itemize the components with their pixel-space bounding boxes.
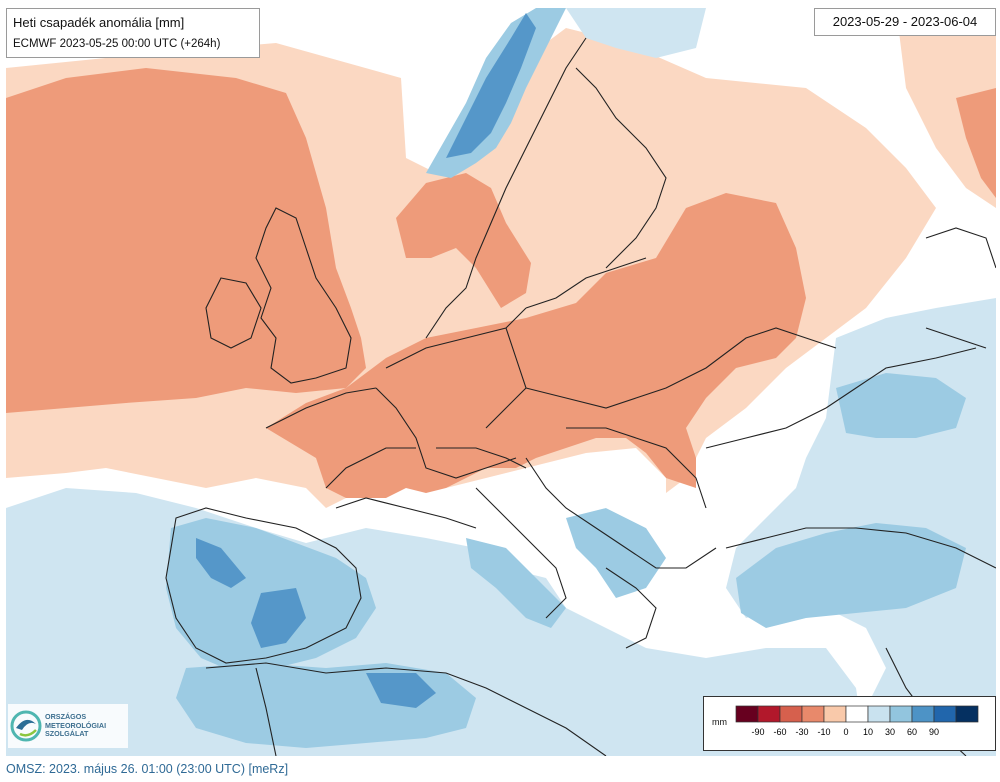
dry-norway [396,173,531,308]
map-canvas [6,8,996,756]
omsz-logo: ORSZÁGOS METEOROLÓGIAI SZOLGÁLAT [8,704,128,748]
wet-italy-balkans [466,508,666,628]
legend-swatch [911,705,935,723]
legend-swatch [823,705,847,723]
logo-line-3: SZOLGÁLAT [45,729,89,739]
neutral-balkans [526,448,666,528]
legend-unit: mm [712,717,727,727]
logo-line-2: METEOROLÓGIAI [45,720,107,730]
omsz-swirl-logo-icon [10,710,42,742]
wet-scandinavia-core [446,13,536,158]
legend-scale: -90 -60 -30 -10 0 10 30 60 90 [735,705,979,737]
legend-tick-label: -90 [751,727,764,737]
legend-swatch [779,705,803,723]
map-title-box: Heti csapadék anomália [mm] ECMWF 2023-0… [6,8,260,58]
wet-iberia-core [196,538,306,648]
color-legend: mm -90 -60 -30 -10 0 10 30 60 90 [703,696,996,751]
legend-tick-label: -10 [817,727,830,737]
legend-tick-label: 0 [843,727,848,737]
wet-north-top [566,8,706,58]
legend-swatch [845,705,869,723]
dry-central-europe [266,193,806,498]
model-run-label: ECMWF 2023-05-25 00:00 UTC (+264h) [13,38,221,50]
legend-tick-label: -60 [773,727,786,737]
legend-swatch [801,705,825,723]
legend-tick-label: 10 [863,727,873,737]
wet-north-africa-core [366,673,436,708]
legend-swatch [735,705,759,723]
legend-swatch [867,705,891,723]
dry-northeast-corner [956,88,996,198]
wet-black-sea [836,373,966,438]
legend-swatch [933,705,957,723]
map-title: Heti csapadék anomália [mm] [13,15,185,30]
legend-tick-label: -30 [795,727,808,737]
legend-tick-label: 90 [929,727,939,737]
legend-swatch [757,705,781,723]
legend-swatch [955,705,979,723]
wet-turkey [736,523,966,628]
legend-swatch [889,705,913,723]
wet-north-africa [176,663,476,748]
legend-tick-label: 60 [907,727,917,737]
period-label: 2023-05-29 - 2023-06-04 [814,8,996,36]
anomaly-map [6,8,996,756]
logo-line-1: ORSZÁGOS [45,712,87,722]
light-dry-north-east [896,8,996,208]
logo-text: ORSZÁGOS METEOROLÓGIAI SZOLGÁLAT [45,713,106,739]
legend-tick-label: 30 [885,727,895,737]
dry-atlantic-british-isles [6,68,366,413]
footer-credit: OMSZ: 2023. május 26. 01:00 (23:00 UTC) … [6,762,289,776]
